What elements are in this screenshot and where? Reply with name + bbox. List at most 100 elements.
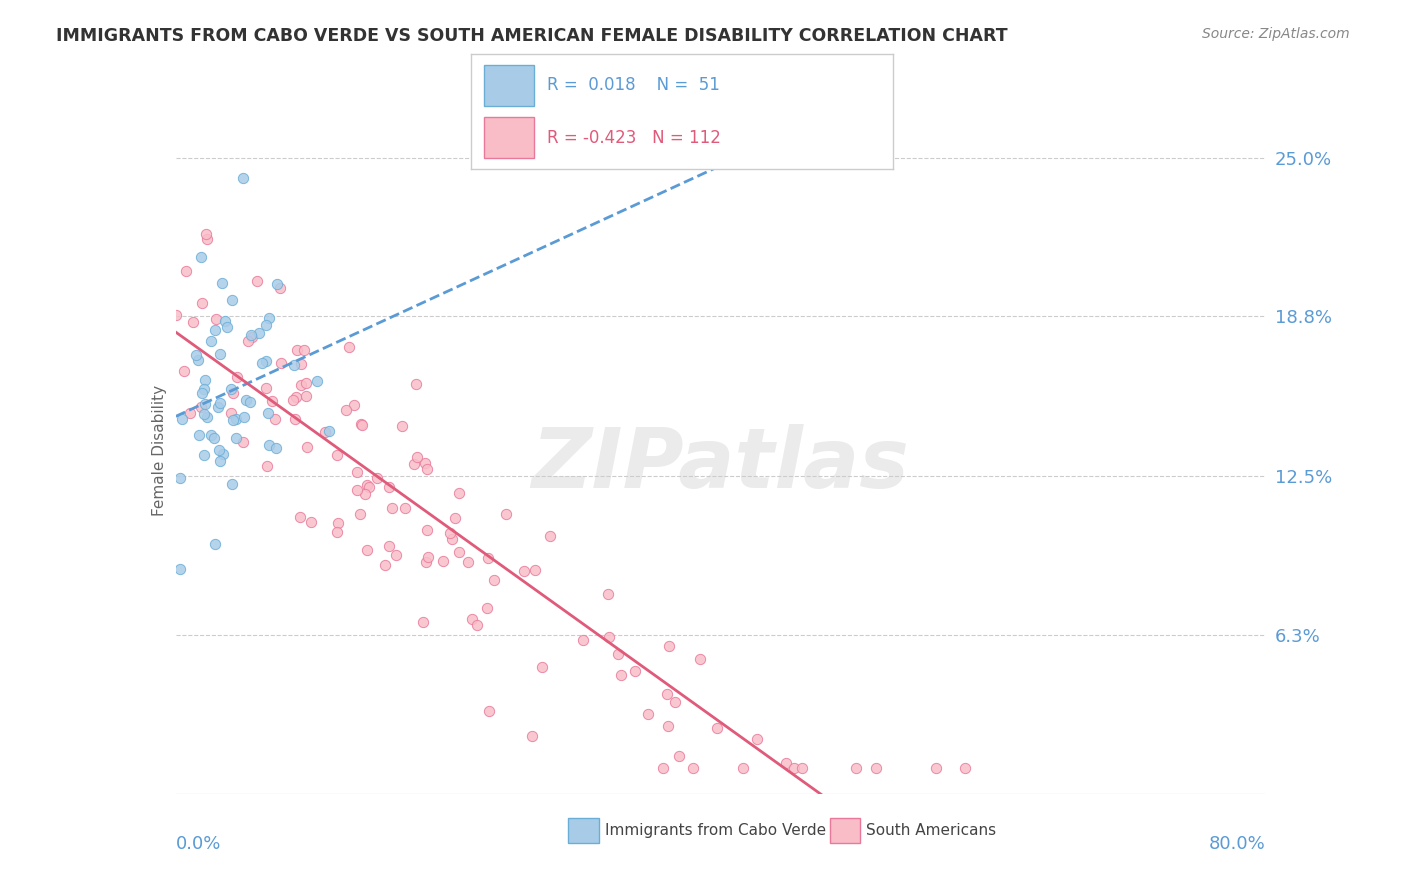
Point xyxy=(326,448,349,462)
Point xyxy=(652,761,675,775)
Point xyxy=(233,410,256,425)
Point xyxy=(477,550,499,565)
Point xyxy=(356,478,378,492)
Point xyxy=(204,323,226,337)
Point xyxy=(326,524,349,539)
Point xyxy=(190,385,212,400)
Point xyxy=(482,573,505,587)
Point xyxy=(193,382,215,396)
Point xyxy=(204,312,226,326)
Point xyxy=(405,450,427,464)
Point xyxy=(246,274,269,288)
Point xyxy=(193,448,215,462)
Point xyxy=(285,343,308,357)
Point xyxy=(181,315,204,329)
Point xyxy=(169,471,191,485)
Point xyxy=(290,358,312,372)
Point xyxy=(299,516,322,530)
Point xyxy=(219,405,242,419)
Point xyxy=(294,376,316,391)
Point xyxy=(187,353,209,368)
Point xyxy=(598,587,620,601)
Point xyxy=(790,761,813,775)
Point xyxy=(350,418,373,433)
Point xyxy=(270,356,292,370)
Point xyxy=(328,516,350,530)
Point xyxy=(209,396,232,410)
Point xyxy=(682,761,704,775)
Point xyxy=(416,550,439,565)
Point xyxy=(295,441,318,455)
Point xyxy=(415,462,437,476)
Point xyxy=(731,761,754,775)
Point xyxy=(381,501,404,516)
Point xyxy=(668,749,690,764)
Point xyxy=(447,486,470,500)
Y-axis label: Female Disability: Female Disability xyxy=(152,384,167,516)
Point xyxy=(413,457,436,471)
Point xyxy=(356,542,378,557)
Point xyxy=(706,721,728,735)
Point xyxy=(295,389,318,403)
Point xyxy=(225,412,247,426)
Point xyxy=(169,562,191,576)
Point xyxy=(783,761,806,775)
Point xyxy=(232,171,254,186)
Point xyxy=(664,695,686,709)
Point xyxy=(257,311,280,326)
Point xyxy=(225,431,247,445)
Point xyxy=(572,633,595,648)
Point xyxy=(955,761,977,775)
Point xyxy=(318,424,340,438)
Point xyxy=(187,428,209,442)
Point xyxy=(240,330,263,344)
Point xyxy=(432,554,454,568)
Point xyxy=(350,417,373,431)
Point xyxy=(193,407,215,421)
Point xyxy=(449,545,471,559)
Point xyxy=(221,382,243,396)
Point xyxy=(288,510,311,524)
Point xyxy=(343,398,366,412)
Point xyxy=(314,425,336,440)
Point xyxy=(441,532,464,546)
FancyBboxPatch shape xyxy=(484,65,534,106)
Point xyxy=(179,406,201,420)
Point xyxy=(195,227,218,242)
Point xyxy=(609,668,631,682)
Point xyxy=(513,564,536,578)
Point xyxy=(209,454,232,468)
Point xyxy=(284,412,307,426)
Point xyxy=(378,480,401,494)
Point xyxy=(207,400,229,414)
Point xyxy=(235,393,257,408)
Text: 0.0%: 0.0% xyxy=(176,835,221,853)
Point xyxy=(538,529,561,543)
Point xyxy=(415,555,437,569)
Point xyxy=(657,719,679,733)
Point xyxy=(465,618,488,632)
Point xyxy=(439,525,461,540)
Point xyxy=(655,687,678,701)
Point xyxy=(924,761,946,775)
Point xyxy=(200,427,222,442)
Point xyxy=(346,483,368,498)
Point xyxy=(195,232,218,246)
Point xyxy=(172,412,194,426)
Point xyxy=(222,413,245,427)
Point xyxy=(531,660,554,674)
Point xyxy=(190,250,212,264)
Point xyxy=(478,704,501,718)
Point xyxy=(174,264,197,278)
Point xyxy=(214,314,236,328)
Point xyxy=(173,364,195,378)
Point xyxy=(215,319,238,334)
Point xyxy=(335,403,357,417)
Point xyxy=(264,411,287,425)
Point xyxy=(405,376,427,391)
Point xyxy=(520,730,543,744)
Text: South Americans: South Americans xyxy=(866,823,997,838)
Point xyxy=(354,487,377,501)
Point xyxy=(250,356,273,370)
Text: R =  0.018    N =  51: R = 0.018 N = 51 xyxy=(547,77,720,95)
